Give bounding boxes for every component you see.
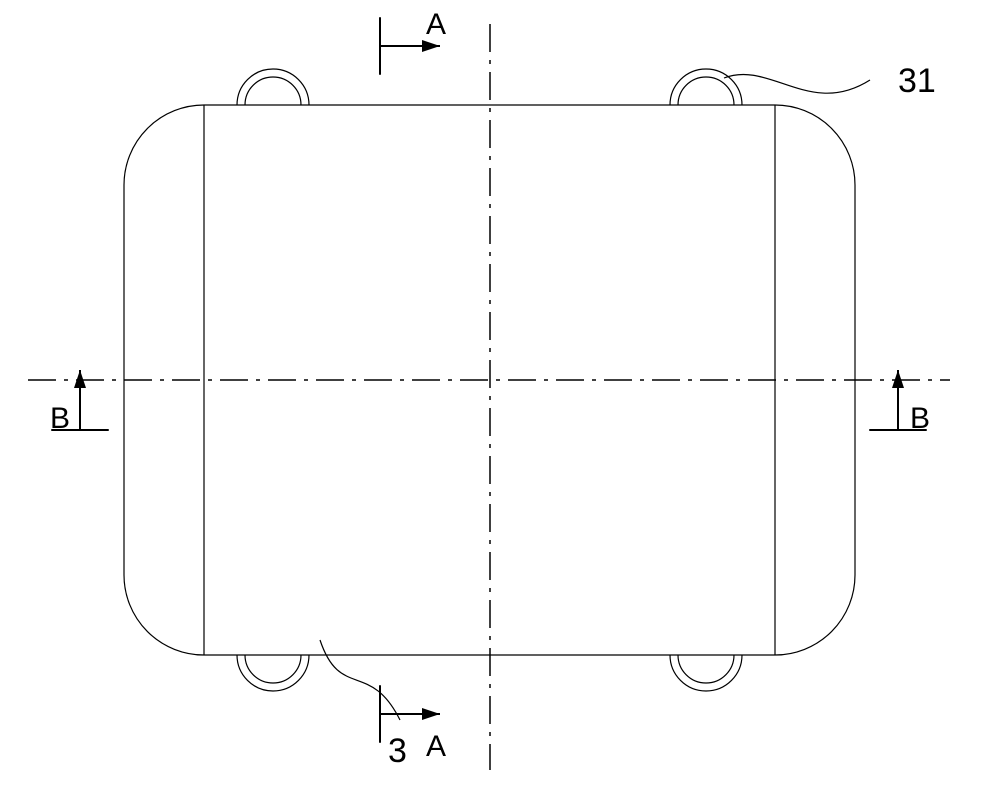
section-label-A-top: A bbox=[426, 8, 446, 41]
callout-leader-3 bbox=[320, 640, 400, 720]
lug-bottom-right-inner bbox=[678, 655, 734, 683]
lug-top-left-inner bbox=[245, 77, 301, 105]
callout-label-31: 31 bbox=[898, 62, 936, 100]
lug-top-left-outer bbox=[237, 69, 309, 105]
lug-bottom-left-outer bbox=[237, 655, 309, 691]
lug-top-right-outer bbox=[670, 69, 742, 105]
callout-label-3: 3 bbox=[388, 732, 407, 770]
lug-bottom-right-outer bbox=[670, 655, 742, 691]
section-label-B-left: B bbox=[50, 402, 70, 435]
section-label-B-right: B bbox=[910, 402, 930, 435]
lug-top-right-inner bbox=[678, 77, 734, 105]
callout-leader-31 bbox=[724, 74, 870, 93]
section-label-A-bottom: A bbox=[426, 730, 446, 763]
lug-bottom-left-inner bbox=[245, 655, 301, 683]
